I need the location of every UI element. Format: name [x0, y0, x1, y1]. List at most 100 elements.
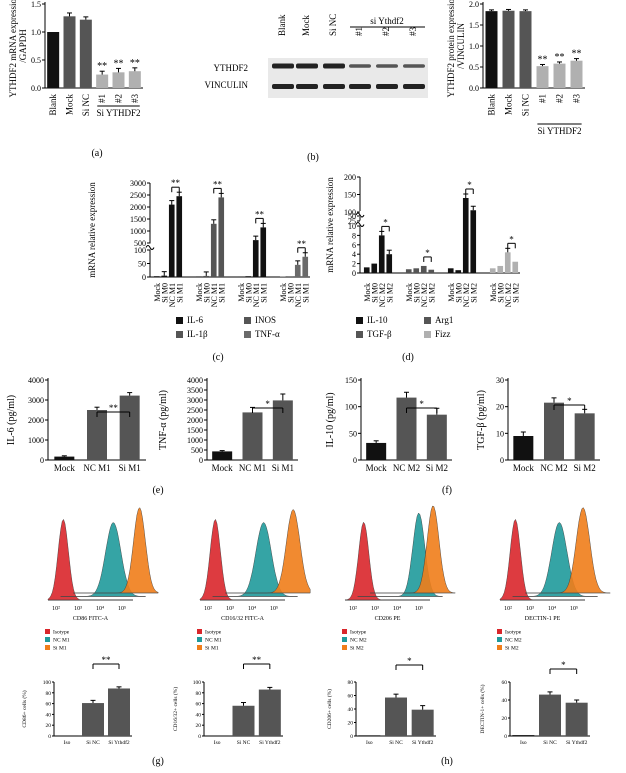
wb-lane-1: Mock [301, 15, 311, 36]
wb-group-label: si Ythdf2 [370, 16, 403, 26]
flow2-legend-swatch-1 [197, 637, 202, 642]
h2-bar-0 [512, 735, 535, 736]
c-xlabel-1-1: Si M0 [202, 283, 211, 303]
f2-bar-0 [513, 436, 534, 460]
c-bar-2-2 [252, 240, 259, 277]
h2-sig-label: * [561, 660, 566, 670]
wb-band-vinculin-3 [349, 84, 371, 89]
e1-ytick-label-4: 4000 [28, 376, 44, 385]
b-sig-5: ** [572, 49, 582, 60]
d-xlabel-3-0: Mock [489, 283, 498, 302]
g1-sig-label: ** [102, 655, 112, 665]
b-ylabel-1: /VINCULIN [456, 23, 466, 69]
e2-ytick-label-1: 500 [191, 446, 203, 455]
e1-ytick-label-2: 2000 [28, 416, 44, 425]
legend-c-text-0: IL-6 [187, 315, 203, 325]
flow1-xtick-0: 10² [52, 606, 60, 612]
flow2-legend-text-0: Isotype [205, 630, 222, 636]
h1-ylabel: CD206+ cells (%) [326, 689, 333, 729]
d-break-1 [355, 212, 365, 218]
g1-ytick-label-5: 100 [43, 680, 52, 686]
a-ytick-label-2: 1.0 [31, 28, 41, 37]
d-bar-0-3 [386, 254, 393, 273]
g1-xlabel-1: Si NC [86, 740, 100, 746]
d-bar-0-2 [378, 235, 385, 273]
d-ytick-label-8: 100 [344, 208, 356, 217]
d-xlabel-1-1: Si M0 [412, 283, 421, 303]
d-sig-2-label: * [467, 180, 472, 190]
h2-ylabel: DECTIN-1+ cells (%) [479, 684, 486, 733]
a-sig-3: ** [97, 61, 107, 72]
b-bar-0 [485, 11, 498, 89]
a-ylabel-1: /GAPDH [18, 29, 28, 63]
legend-d-swatch-2 [356, 331, 363, 338]
wb-band-ythdf2-1 [296, 63, 318, 69]
a-ylabel-0: YTHDF2 mRNA expression [8, 0, 18, 98]
c-break-0 [145, 245, 155, 250]
flow4-legend-text-0: Isotype [505, 630, 522, 636]
f1-ylabel-0: IL-10 (pg/ml) [325, 392, 336, 447]
h1-ytick-label-3: 60 [348, 694, 354, 700]
c-bar-1-1 [203, 275, 210, 277]
g2-ylabel: CD16/32+ cells (%) [172, 687, 179, 732]
c-bar-3-0 [279, 276, 286, 277]
g2-xlabel-1: Si NC [237, 740, 251, 746]
flow3-legend-text-0: Isotype [350, 630, 367, 636]
c-bar-2-3 [260, 227, 267, 277]
panel-label-e: (e) [152, 485, 163, 496]
wb-membrane [268, 58, 428, 98]
wb-band-vinculin-1 [296, 84, 318, 89]
wb-band-vinculin-4 [376, 84, 398, 89]
flow4-legend-text-2: Si M2 [505, 646, 519, 652]
b-xlabel-4: #2 [555, 94, 565, 103]
c-bar-1-0 [195, 276, 202, 277]
f1-xlabel-2: Si M2 [426, 463, 448, 473]
h1-ytick-label-1: 20 [348, 721, 354, 727]
wb-lane-0: Blank [277, 14, 287, 36]
b-xlabel-3: #1 [538, 94, 548, 103]
e2-bar-1 [242, 412, 263, 460]
c-bar-0-2 [168, 204, 175, 277]
f2-ylabel-0: TGF-β (pg/ml) [476, 390, 487, 450]
d-sig-3-label: * [509, 234, 514, 244]
flow2-xlabel: CD16/32 FITC-A [221, 616, 265, 622]
legend-d-swatch-1 [424, 317, 431, 324]
g1-ytick-label-1: 20 [46, 723, 52, 729]
c-sig-3-label: ** [297, 239, 307, 249]
e1-xlabel-1: NC M1 [83, 463, 110, 473]
b-xlabel-5: #3 [572, 94, 582, 104]
b-group-label: Si YTHDF2 [538, 126, 582, 136]
f1-ytick-label-3: 150 [345, 376, 357, 385]
d-ytick-label-0: 0 [352, 269, 356, 278]
flow3-xtick-2: 10⁴ [393, 606, 401, 612]
flow1-legend-swatch-0 [45, 629, 50, 634]
flow2-legend-text-1: NC M1 [205, 638, 222, 644]
e1-bar-0 [54, 456, 75, 460]
e2-bar-2 [272, 400, 293, 460]
wb-band-ythdf2-0 [272, 63, 294, 69]
h2-ytick-label-3: 60 [502, 680, 508, 686]
wb-lane-5: #3 [408, 27, 418, 37]
d-xlabel-1-3: Si M2 [427, 283, 436, 303]
e1-xlabel-2: Si M1 [119, 463, 141, 473]
d-ytick-label-2: 4 [352, 250, 356, 259]
b-ylabel-0: YTHDF2 protein expression [446, 0, 456, 98]
g2-bar-1 [232, 705, 255, 736]
f2-ytick-label-3: 30 [496, 376, 504, 385]
d-ytick-label-3: 6 [352, 241, 356, 250]
a-xlabel-1: Mock [65, 94, 75, 115]
c-bar-3-3 [302, 256, 309, 277]
c-ytick-label-4: 1000 [130, 227, 146, 236]
h2-bar-1 [539, 694, 561, 736]
d-ylabel: mRNA relative expression [325, 177, 335, 273]
flow2-xtick-3: 10⁵ [270, 606, 278, 612]
c-bar-3-1 [287, 276, 294, 277]
flow2-xtick-0: 10² [204, 606, 212, 612]
f2-bar-1 [544, 402, 564, 460]
panel-label-a: (a) [91, 148, 102, 159]
d-bar-2-1 [455, 270, 462, 273]
d-ytick-label-10: 200 [344, 173, 356, 182]
c-ytick-label-5: 1500 [130, 215, 146, 224]
f1-ytick-label-1: 50 [349, 429, 357, 438]
d-bar-3-3 [512, 261, 519, 273]
